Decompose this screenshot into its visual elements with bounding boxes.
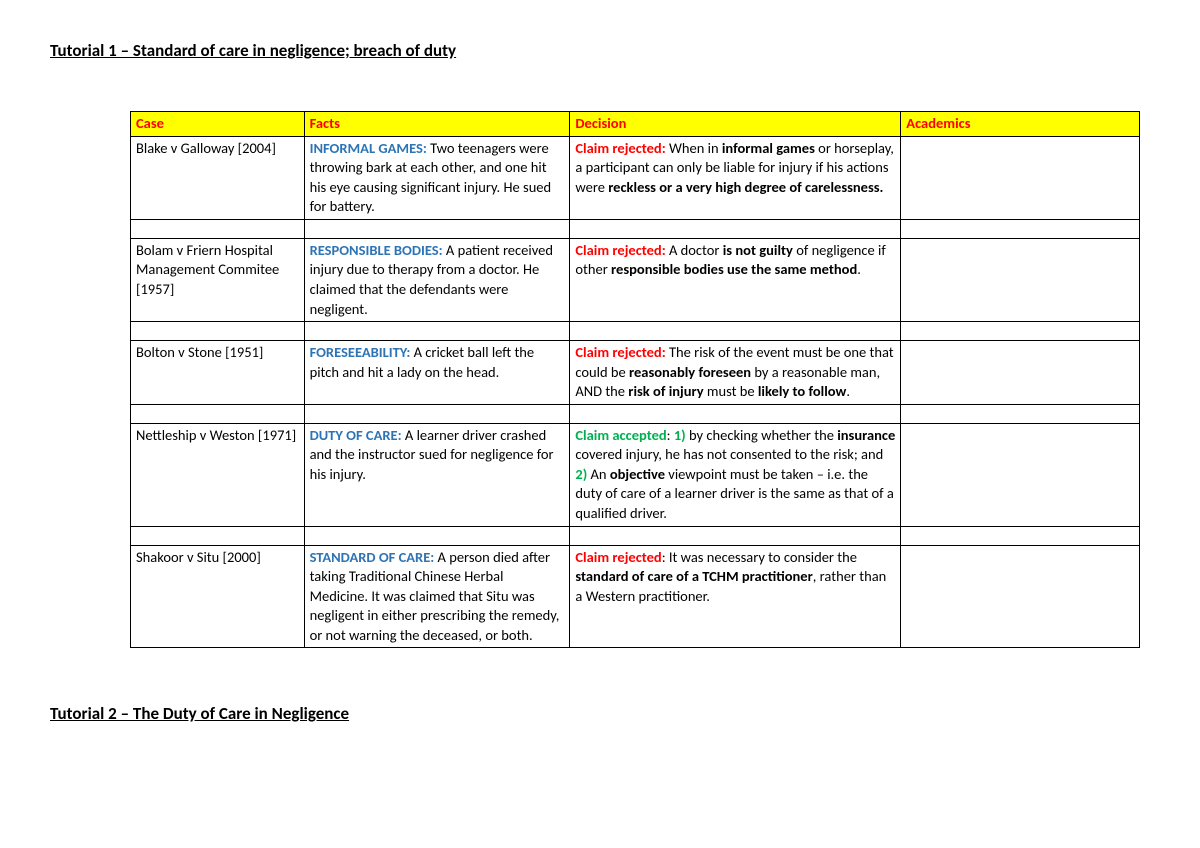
decision-claim: Claim rejected [575, 548, 661, 566]
cell-academics [901, 136, 1140, 219]
decision-emphasis: reasonably foreseen [629, 363, 751, 381]
spacer-cell [131, 322, 305, 341]
facts-keyword: INFORMAL GAMES: [310, 139, 427, 157]
spacer-row [131, 526, 1140, 545]
cell-facts: INFORMAL GAMES: Two teenagers were throw… [304, 136, 570, 219]
table-row: Bolton v Stone [1951]FORESEEABILITY: A c… [131, 341, 1140, 405]
facts-keyword: DUTY OF CARE: [310, 426, 402, 444]
cell-facts: DUTY OF CARE: A learner driver crashed a… [304, 423, 570, 526]
cell-academics [901, 238, 1140, 321]
section-title-2: Tutorial 2 – The Duty of Care in Neglige… [50, 703, 1150, 724]
table-header-row: Case Facts Decision Academics [131, 112, 1140, 137]
col-header-academics: Academics [901, 112, 1140, 137]
cell-academics [901, 341, 1140, 405]
spacer-cell [901, 219, 1140, 238]
decision-emphasis: standard of care of a TCHM practitioner [575, 567, 812, 585]
col-header-facts: Facts [304, 112, 570, 137]
spacer-row [131, 404, 1140, 423]
table-row: Shakoor v Situ [2000]STANDARD OF CARE: A… [131, 545, 1140, 648]
decision-emphasis: insurance [837, 426, 895, 444]
cell-facts: FORESEEABILITY: A cricket ball left the … [304, 341, 570, 405]
decision-emphasis: reckless or a very high degree of carele… [608, 178, 883, 196]
spacer-cell [131, 526, 305, 545]
spacer-cell [570, 219, 901, 238]
decision-emphasis: responsible bodies use the same method [611, 260, 857, 278]
cell-decision: Claim rejected: The risk of the event mu… [570, 341, 901, 405]
spacer-cell [304, 404, 570, 423]
table-row: Blake v Galloway [2004]INFORMAL GAMES: T… [131, 136, 1140, 219]
decision-claim: Claim rejected: [575, 241, 665, 259]
cell-decision: Claim rejected: A doctor is not guilty o… [570, 238, 901, 321]
spacer-cell [570, 322, 901, 341]
decision-claim: Claim rejected: [575, 139, 665, 157]
facts-keyword: FORESEEABILITY: [310, 343, 411, 361]
spacer-cell [901, 322, 1140, 341]
page-title: Tutorial 1 – Standard of care in neglige… [50, 40, 1150, 61]
cell-case: Nettleship v Weston [1971] [131, 423, 305, 526]
cell-academics [901, 423, 1140, 526]
spacer-cell [570, 404, 901, 423]
col-header-decision: Decision [570, 112, 901, 137]
decision-emphasis: 2) [575, 465, 587, 483]
decision-emphasis: is not guilty [723, 241, 793, 259]
cell-facts: RESPONSIBLE BODIES: A patient received i… [304, 238, 570, 321]
spacer-cell [131, 219, 305, 238]
decision-emphasis: likely to follow [758, 382, 847, 400]
table-body: Blake v Galloway [2004]INFORMAL GAMES: T… [131, 136, 1140, 648]
cell-case: Shakoor v Situ [2000] [131, 545, 305, 648]
cases-table: Case Facts Decision Academics Blake v Ga… [130, 111, 1140, 648]
spacer-cell [901, 404, 1140, 423]
facts-keyword: RESPONSIBLE BODIES: [310, 241, 443, 259]
cell-decision: Claim rejected: When in informal games o… [570, 136, 901, 219]
decision-claim: Claim accepted [575, 426, 666, 444]
cell-case: Bolam v Friern Hospital Management Commi… [131, 238, 305, 321]
decision-claim: Claim rejected: [575, 343, 665, 361]
cell-case: Bolton v Stone [1951] [131, 341, 305, 405]
decision-emphasis: objective [610, 465, 665, 483]
facts-keyword: STANDARD OF CARE: [310, 548, 435, 566]
spacer-cell [901, 526, 1140, 545]
cell-decision: Claim rejected: It was necessary to cons… [570, 545, 901, 648]
spacer-cell [304, 219, 570, 238]
decision-emphasis: informal games [722, 139, 815, 157]
spacer-cell [570, 526, 901, 545]
col-header-case: Case [131, 112, 305, 137]
spacer-cell [131, 404, 305, 423]
spacer-cell [304, 322, 570, 341]
spacer-row [131, 219, 1140, 238]
table-row: Nettleship v Weston [1971]DUTY OF CARE: … [131, 423, 1140, 526]
cell-case: Blake v Galloway [2004] [131, 136, 305, 219]
decision-emphasis: risk of injury [628, 382, 703, 400]
cell-decision: Claim accepted: 1) by checking whether t… [570, 423, 901, 526]
cell-facts: STANDARD OF CARE: A person died after ta… [304, 545, 570, 648]
spacer-cell [304, 526, 570, 545]
decision-emphasis: 1) [674, 426, 686, 444]
table-row: Bolam v Friern Hospital Management Commi… [131, 238, 1140, 321]
spacer-row [131, 322, 1140, 341]
cell-academics [901, 545, 1140, 648]
